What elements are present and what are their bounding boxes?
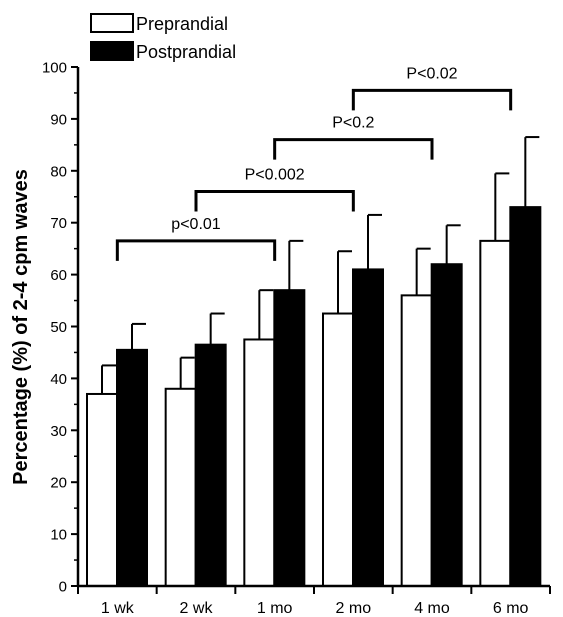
x-tick-label: 2 wk [180, 600, 214, 617]
bar-postprandial [430, 263, 463, 587]
bar-postprandial [273, 289, 306, 587]
bar-preprandial [400, 294, 433, 587]
legend-label-preprandial: Preprandial [136, 14, 228, 34]
significance-brackets: p<0.01 P<0.002 P<0.2 P<0.02 [115, 65, 513, 261]
bar-postprandial [116, 348, 148, 588]
legend-swatch-postprandial [90, 41, 134, 61]
y-tick-label: 40 [50, 371, 67, 388]
y-tick-label: 50 [50, 319, 67, 336]
legend-swatch-preprandial [90, 13, 134, 33]
legend-label-postprandial: Postprandial [136, 42, 236, 62]
axes: 0 10 20 30 40 50 60 70 80 90 100 1 wk 2 wk 1 mo 2 mo 4 … [42, 60, 551, 617]
y-tick-label: 20 [50, 475, 67, 492]
p-value-label: p<0.01 [171, 216, 220, 233]
y-tick-label: 60 [50, 267, 67, 284]
bracket [194, 190, 355, 212]
y-tick-label: 0 [59, 579, 67, 596]
bar-preprandial [479, 239, 512, 588]
bar-preprandial [322, 312, 354, 587]
x-tick-label: 1 wk [101, 600, 135, 617]
bracket [273, 138, 434, 160]
y-tick-label: 90 [50, 111, 67, 128]
bar-preprandial [164, 387, 197, 587]
bar-preprandial [86, 392, 118, 587]
p-value-label: P<0.002 [245, 167, 305, 184]
bars [86, 136, 542, 588]
legend: Preprandial Postprandial [90, 13, 236, 62]
x-tick-label: 4 mo [414, 600, 450, 617]
x-tick-label: 2 mo [336, 600, 372, 617]
y-axis-label: Percentage (%) of 2-4 cpm waves [10, 169, 32, 485]
p-value-label: P<0.2 [332, 115, 374, 132]
bar-postprandial [509, 206, 542, 587]
y-tick-label: 100 [42, 60, 67, 77]
bar-preprandial [243, 338, 276, 587]
bracket [351, 88, 513, 111]
y-tick-label: 70 [50, 215, 67, 232]
y-tick-label: 30 [50, 423, 67, 440]
y-tick-label: 80 [50, 163, 67, 180]
p-value-label: P<0.02 [406, 65, 457, 82]
bar-postprandial [194, 343, 227, 588]
x-tick-label: 6 mo [493, 600, 529, 617]
y-tick-label: 10 [50, 527, 67, 544]
x-tick-label: 1 mo [257, 600, 293, 617]
bracket [115, 239, 277, 261]
bar-postprandial [352, 268, 384, 587]
